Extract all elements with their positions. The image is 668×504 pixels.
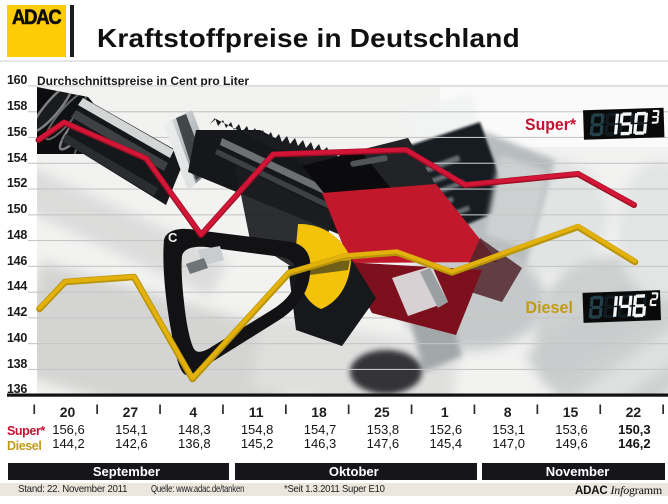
- svg-text:C: C: [168, 230, 178, 245]
